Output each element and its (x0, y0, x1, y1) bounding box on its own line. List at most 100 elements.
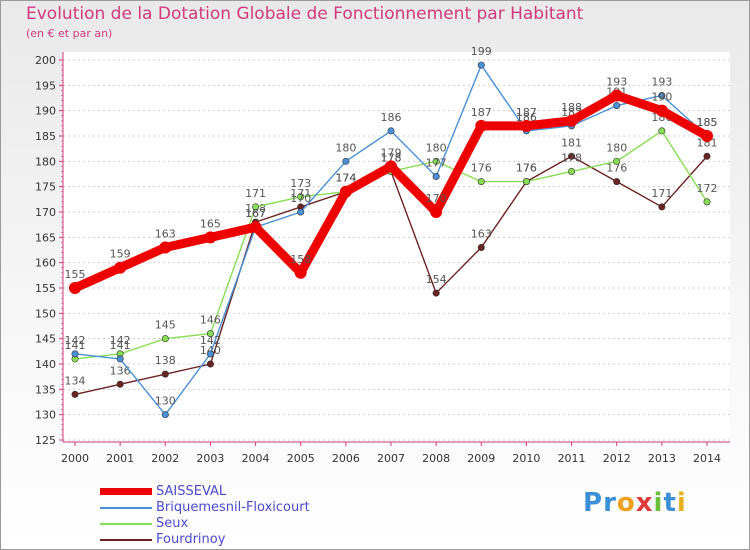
data-point (116, 380, 124, 388)
data-label: 158 (290, 253, 311, 266)
data-label: 178 (381, 151, 402, 164)
x-tick-label: 2014 (693, 452, 721, 465)
y-tick-label: 155 (35, 282, 56, 295)
data-point (206, 350, 214, 358)
data-point (252, 203, 260, 211)
data-label: 187 (471, 106, 492, 119)
y-tick-label: 160 (35, 257, 56, 270)
x-tick-label: 2012 (603, 452, 631, 465)
logo-letter: x (635, 488, 654, 518)
y-tick-label: 150 (35, 307, 56, 320)
data-point (297, 208, 305, 216)
legend-swatch-saisseval (100, 488, 152, 495)
data-label: 185 (697, 116, 718, 129)
data-point (385, 160, 397, 173)
data-label: 176 (516, 162, 537, 175)
legend-swatch-seux (100, 523, 152, 525)
data-point (520, 119, 533, 132)
data-point (339, 185, 352, 198)
x-tick-label: 2005 (287, 452, 315, 465)
data-label: 180 (426, 141, 447, 154)
data-label: 134 (65, 374, 86, 387)
data-point (432, 157, 440, 165)
data-label: 130 (155, 395, 176, 408)
data-label: 142 (110, 334, 131, 347)
data-label: 181 (697, 136, 718, 149)
data-label: 163 (155, 227, 176, 240)
data-label: 193 (606, 75, 627, 88)
data-label: 171 (245, 187, 266, 200)
data-label: 154 (426, 273, 447, 286)
proxiti-logo: Proxiti (583, 488, 687, 518)
y-tick-label: 165 (35, 231, 56, 244)
data-label: 180 (335, 141, 356, 154)
data-point (114, 261, 127, 274)
y-tick-label: 135 (35, 383, 56, 396)
data-point (613, 178, 621, 186)
logo-letter: i (676, 488, 687, 518)
data-label: 159 (110, 248, 131, 261)
logo-letter: o (616, 488, 636, 518)
data-label: 145 (155, 319, 176, 332)
y-tick-label: 175 (35, 181, 56, 194)
legend-label: SAISSEVAL (156, 484, 227, 499)
data-label: 171 (651, 187, 672, 200)
data-label: 136 (110, 364, 131, 377)
data-label: 155 (65, 268, 86, 281)
data-point (658, 91, 666, 99)
legend-swatch-briquemesnil (100, 507, 152, 509)
y-tick-label: 200 (35, 54, 56, 67)
data-label: 190 (651, 91, 672, 104)
data-label: 142 (200, 334, 221, 347)
data-point (116, 355, 124, 363)
data-point (477, 243, 485, 251)
data-point (432, 173, 440, 181)
data-point (658, 127, 666, 135)
data-point (522, 178, 530, 186)
x-tick-label: 2001 (106, 452, 134, 465)
data-point (206, 360, 214, 368)
data-label: 178 (381, 151, 402, 164)
data-point (703, 152, 711, 160)
data-label: 193 (651, 75, 672, 88)
data-point (565, 114, 578, 127)
y-tick-label: 190 (35, 105, 56, 118)
data-label: 141 (65, 339, 86, 352)
data-point (249, 221, 262, 234)
data-label: 186 (381, 111, 402, 124)
x-tick-label: 2011 (558, 452, 586, 465)
data-label: 172 (697, 182, 718, 195)
data-point (161, 411, 169, 419)
data-point (430, 206, 443, 218)
x-tick-label: 2006 (332, 452, 360, 465)
data-point (294, 266, 307, 279)
data-point (610, 89, 623, 102)
data-label: 170 (426, 192, 447, 205)
x-tick-label: 2013 (648, 452, 676, 465)
data-point (206, 330, 214, 338)
data-point (655, 104, 668, 117)
data-label: 176 (516, 162, 537, 175)
data-label: 188 (561, 101, 582, 114)
data-label: 138 (155, 354, 176, 367)
data-point (297, 193, 305, 201)
data-label: 174 (335, 172, 356, 185)
data-point (432, 289, 440, 297)
y-tick-label: 140 (35, 358, 56, 371)
data-label: 174 (335, 172, 356, 185)
chart-title: Evolution de la Dotation Globale de Fonc… (26, 4, 584, 24)
data-point (477, 178, 485, 186)
legend-label: Fourdrinoy (156, 532, 226, 547)
chart-subtitle: (en € et par an) (26, 27, 113, 40)
x-tick-label: 2002 (151, 452, 179, 465)
data-point (161, 370, 169, 378)
data-point (71, 390, 79, 398)
legend-label: Seux (156, 516, 189, 531)
data-label: 186 (516, 111, 537, 124)
x-tick-label: 2007 (377, 452, 405, 465)
data-label: 167 (245, 207, 266, 220)
y-tick-label: 170 (35, 206, 56, 219)
data-point (475, 119, 488, 132)
data-label: 173 (290, 177, 311, 190)
